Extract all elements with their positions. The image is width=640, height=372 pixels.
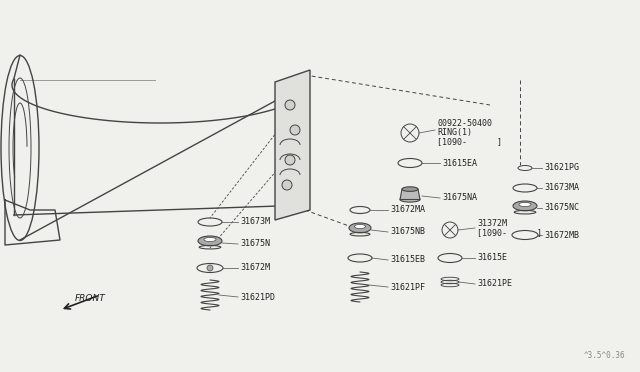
Polygon shape (400, 189, 420, 199)
Text: 31675NA: 31675NA (442, 193, 477, 202)
Text: 31615EB: 31615EB (390, 256, 425, 264)
Circle shape (282, 180, 292, 190)
Circle shape (290, 125, 300, 135)
Text: 31672MB: 31672MB (544, 231, 579, 240)
Ellipse shape (519, 202, 531, 206)
Ellipse shape (355, 224, 365, 229)
Text: ^3.5^0.36: ^3.5^0.36 (584, 351, 625, 360)
Text: 31672M: 31672M (240, 263, 270, 273)
Text: [1090-      ]: [1090- ] (437, 138, 502, 147)
Ellipse shape (513, 201, 537, 211)
Text: 31621PE: 31621PE (477, 279, 512, 289)
Polygon shape (275, 70, 310, 220)
Text: 31675NB: 31675NB (390, 228, 425, 237)
Text: [1090-      ]: [1090- ] (477, 228, 542, 237)
Text: FRONT: FRONT (75, 294, 106, 303)
Text: 31621PG: 31621PG (544, 164, 579, 173)
Text: RING(1): RING(1) (437, 128, 472, 138)
Circle shape (285, 155, 295, 165)
Ellipse shape (204, 237, 216, 241)
Text: 31673M: 31673M (240, 218, 270, 227)
Ellipse shape (198, 236, 222, 246)
Text: 31621PD: 31621PD (240, 292, 275, 301)
Circle shape (285, 100, 295, 110)
Text: 31621PF: 31621PF (390, 282, 425, 292)
Ellipse shape (349, 223, 371, 233)
Circle shape (207, 265, 213, 271)
Ellipse shape (402, 187, 418, 191)
Text: 31372M: 31372M (477, 219, 507, 228)
Text: 31675NC: 31675NC (544, 203, 579, 212)
Text: 31615EA: 31615EA (442, 158, 477, 167)
Text: 31615E: 31615E (477, 253, 507, 263)
Text: 31673MA: 31673MA (544, 183, 579, 192)
Text: 31675N: 31675N (240, 240, 270, 248)
Text: 00922-50400: 00922-50400 (437, 119, 492, 128)
Ellipse shape (400, 197, 420, 202)
Text: 31672MA: 31672MA (390, 205, 425, 215)
